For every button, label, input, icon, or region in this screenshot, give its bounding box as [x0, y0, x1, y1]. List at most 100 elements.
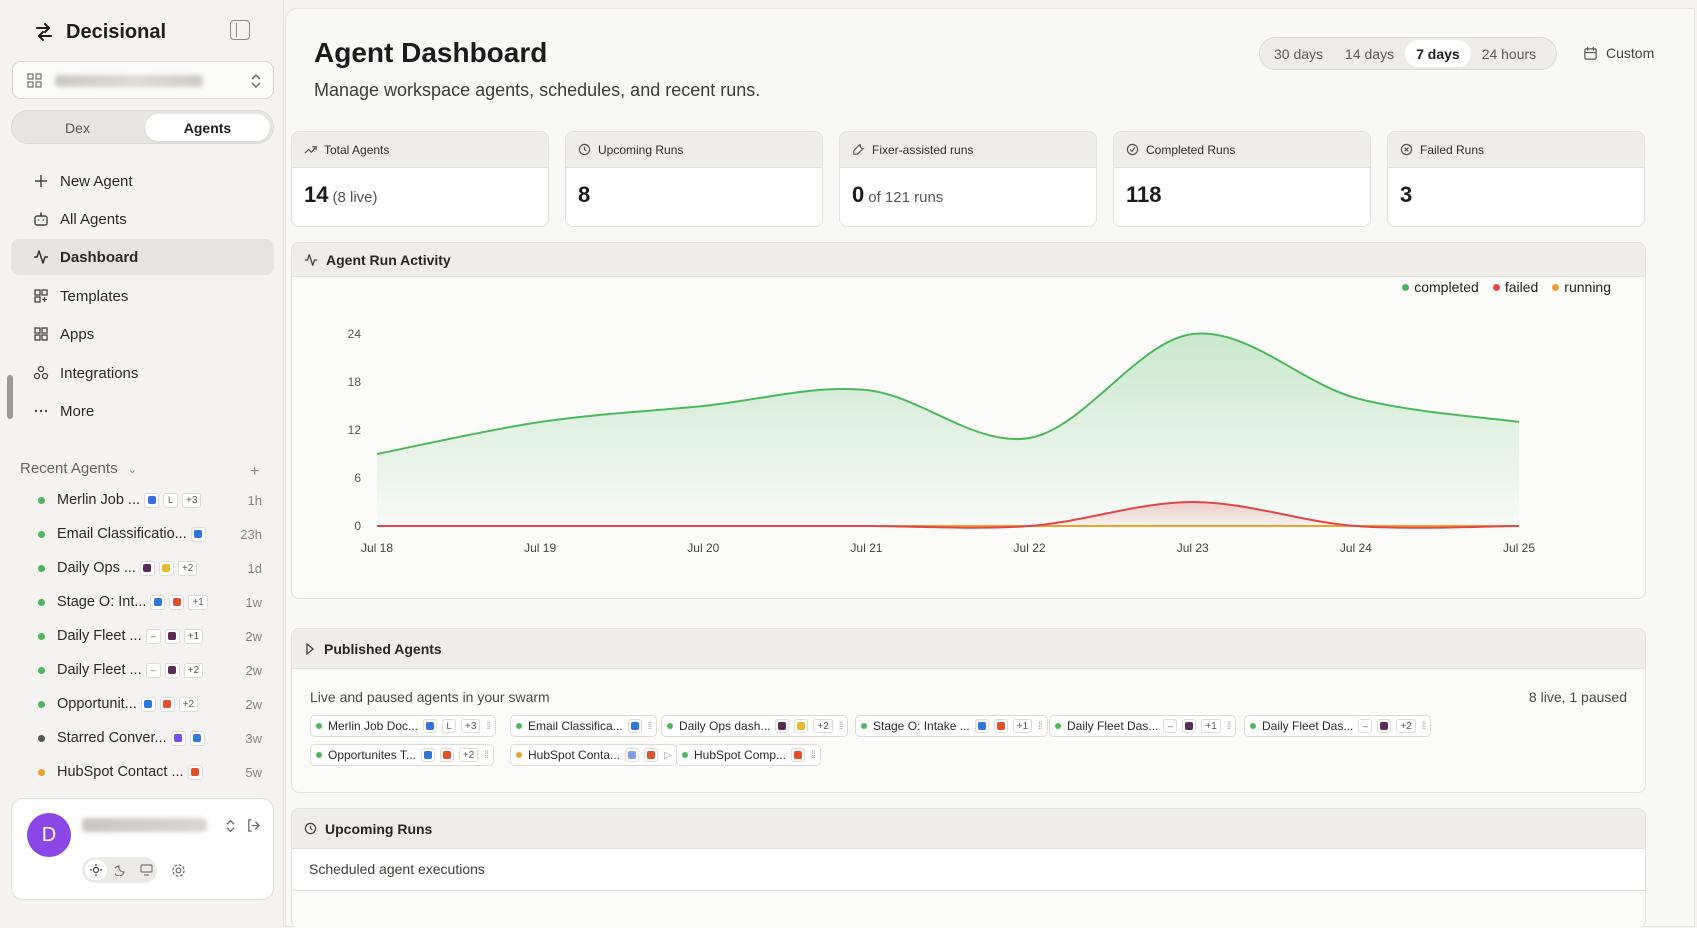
legend-item-running[interactable]: running — [1552, 279, 1611, 295]
panel-title: Upcoming Runs — [325, 820, 433, 837]
recent-agent-item[interactable]: Daily Fleet ... – +2 2w — [38, 658, 262, 682]
published-agent-pill[interactable]: HubSpot Comp... ⁞⁞ — [676, 744, 821, 766]
x-tick-label: Jul 25 — [1503, 541, 1535, 555]
sun-icon[interactable] — [85, 860, 107, 880]
range-14-days[interactable]: 14 days — [1345, 45, 1395, 62]
pause-icon[interactable]: ⁞⁞ — [484, 749, 488, 761]
custom-range-button[interactable]: Custom — [1583, 45, 1654, 61]
recent-agent-item[interactable]: Email Classificatio... 23h — [38, 522, 262, 546]
recent-agent-name: Email Classificatio... — [57, 526, 187, 542]
avatar[interactable]: D — [27, 813, 71, 857]
integration-icon — [627, 719, 642, 733]
pause-icon[interactable]: ⁞⁞ — [838, 720, 843, 732]
user-card: D — [11, 798, 274, 900]
nav-templates[interactable]: Templates — [11, 278, 274, 314]
integration-icon — [974, 719, 989, 733]
pause-icon[interactable]: ⁞⁞ — [1038, 720, 1042, 732]
extra-integrations-count: +3 — [461, 719, 481, 733]
recent-agent-item[interactable]: Starred Conver... 3w — [38, 726, 262, 750]
moon-icon[interactable] — [110, 860, 132, 880]
extra-integrations-count: +1 — [188, 594, 208, 610]
published-agent-pill[interactable]: Merlin Job Doc... L +3 ⁞⁞ — [310, 715, 496, 737]
published-agent-pill[interactable]: Daily Fleet Das... – +1 ⁞⁞ — [1049, 715, 1237, 737]
page-subtitle: Manage workspace agents, schedules, and … — [314, 80, 761, 100]
range-30-days[interactable]: 30 days — [1274, 45, 1324, 62]
page-title: Agent Dashboard — [314, 37, 548, 68]
range-24-hours[interactable]: 24 hours — [1481, 45, 1537, 62]
main-content: Agent Dashboard Manage workspace agents,… — [285, 8, 1695, 928]
pause-icon[interactable]: ⁞⁞ — [647, 720, 652, 732]
chevron-updown-icon[interactable] — [225, 818, 236, 834]
settings-gear-icon[interactable] — [171, 863, 186, 878]
recent-agent-item[interactable]: Daily Ops ... +2 1d — [38, 556, 262, 580]
x-circle-icon — [1400, 143, 1413, 156]
activity-icon — [304, 253, 318, 266]
recent-agent-item[interactable]: Merlin Job ... L +3 1h — [38, 488, 262, 512]
recent-agents-header[interactable]: Recent Agents ⌄ — [20, 460, 137, 477]
recent-agent-time: 23h — [240, 526, 262, 542]
recent-agent-name: Opportunit... — [57, 696, 137, 712]
integration-icon — [791, 748, 806, 762]
nav-apps[interactable]: Apps — [11, 316, 274, 352]
integration-icon — [644, 748, 659, 762]
workspace-switcher[interactable] — [12, 61, 274, 99]
legend-item-completed[interactable]: completed — [1402, 279, 1479, 295]
panel-title: Published Agents — [324, 640, 442, 657]
range-7-days[interactable]: 7 days — [1405, 40, 1471, 67]
nav-label: All Agents — [60, 210, 127, 228]
collapse-sidebar-icon[interactable] — [230, 20, 250, 40]
status-dot — [316, 752, 322, 758]
monitor-icon[interactable] — [135, 860, 157, 880]
tab-agents[interactable]: Agents — [145, 114, 270, 141]
add-recent-icon[interactable]: + — [250, 463, 260, 480]
status-dot — [38, 530, 45, 538]
stat-sub: (8 live) — [332, 189, 378, 206]
play-icon[interactable]: ▷ — [664, 749, 672, 761]
integration-icon — [794, 719, 809, 733]
pause-icon[interactable]: ⁞⁞ — [486, 720, 490, 732]
status-dot — [38, 700, 45, 708]
published-agent-name: Stage O: Intake ... — [873, 719, 970, 733]
legend-item-failed[interactable]: failed — [1492, 279, 1538, 295]
published-agents-header[interactable]: Published Agents — [292, 629, 1645, 669]
published-agent-pill[interactable]: HubSpot Conta... ▷ — [510, 744, 677, 766]
recent-agent-item[interactable]: Stage O: Int... +1 1w — [38, 590, 262, 614]
tab-dex[interactable]: Dex — [65, 119, 90, 136]
nav-label: Dashboard — [60, 248, 139, 266]
recent-agent-item[interactable]: Daily Fleet ... – +1 2w — [38, 624, 262, 648]
nav-new-agent[interactable]: New Agent — [11, 163, 274, 199]
sidebar: Decisional Dex Agents New Agent All Agen… — [0, 0, 284, 927]
extra-integrations-count: +2 — [178, 696, 199, 712]
nav-integrations[interactable]: Integrations — [11, 355, 274, 391]
nav-all-agents[interactable]: All Agents — [11, 201, 274, 237]
extra-integrations-count: +1 — [1201, 719, 1221, 733]
published-agent-pill[interactable]: Email Classifica... ⁞⁞ — [510, 715, 658, 737]
integration-icon — [993, 719, 1008, 733]
sidebar-scrollbar[interactable] — [7, 375, 13, 419]
y-tick-label: 0 — [354, 519, 361, 533]
apps-grid-icon — [34, 327, 48, 341]
published-agent-pill[interactable]: Daily Fleet Das... – +2 ⁞⁞ — [1244, 715, 1432, 737]
stat-value: 118 — [1126, 182, 1162, 207]
logout-icon[interactable] — [246, 818, 261, 833]
recent-agent-item[interactable]: HubSpot Contact ... 5w — [38, 760, 262, 784]
upcoming-runs-header[interactable]: Upcoming Runs — [292, 809, 1645, 849]
pause-icon[interactable]: ⁞⁞ — [1421, 720, 1426, 732]
integration-icon — [158, 560, 174, 576]
integration-icon — [150, 594, 166, 610]
integration-icon — [187, 764, 203, 780]
extra-integrations-count: +2 — [177, 560, 198, 576]
recent-agent-name: Starred Conver... — [57, 730, 167, 746]
published-agent-name: Daily Ops dash... — [679, 719, 771, 733]
clock-icon — [304, 822, 317, 835]
pause-icon[interactable]: ⁞⁞ — [1226, 720, 1231, 732]
nav-more[interactable]: More — [11, 393, 274, 429]
brand[interactable]: Decisional — [34, 18, 166, 46]
stat-fixer-assisted: Fixer-assisted runs 0 of 121 runs — [839, 131, 1097, 227]
published-agent-pill[interactable]: Opportunites T... +2 ⁞⁞ — [310, 744, 494, 766]
published-agent-pill[interactable]: Daily Ops dash... +2 ⁞⁞ — [661, 715, 849, 737]
published-agent-pill[interactable]: Stage O: Intake ... +1 ⁞⁞ — [855, 715, 1048, 737]
recent-agent-item[interactable]: Opportunit... +2 2w — [38, 692, 262, 716]
nav-dashboard[interactable]: Dashboard — [11, 239, 274, 275]
pause-icon[interactable]: ⁞⁞ — [811, 749, 815, 761]
